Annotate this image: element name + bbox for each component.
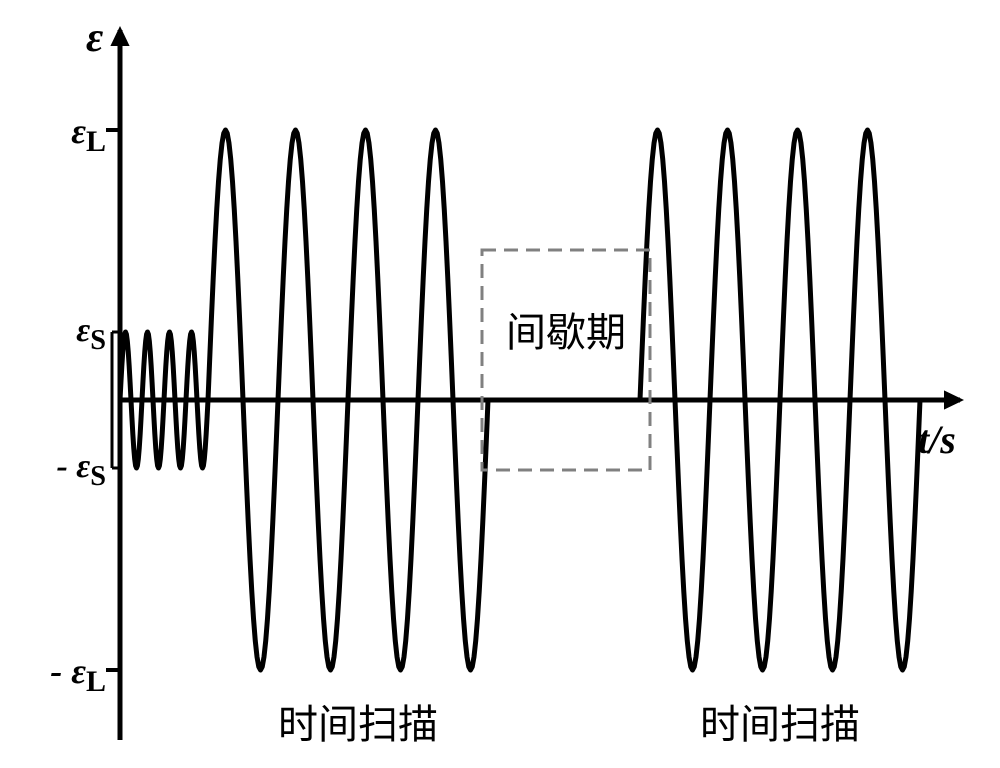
waveform-chart bbox=[0, 0, 1000, 768]
ytick-eps-L-pos: εL bbox=[71, 110, 106, 159]
y-axis-label: ε bbox=[86, 14, 103, 62]
x-axis-label: t/s bbox=[918, 416, 956, 463]
ytick-eps-S-pos: εS bbox=[76, 312, 106, 357]
intermission-label: 间歇期 bbox=[500, 300, 632, 358]
figure-container: ε t/s εL εS - εS - εL 间歇期 时间扫描 时间扫描 bbox=[0, 0, 1000, 768]
bottom-label-left: 时间扫描 bbox=[258, 692, 458, 750]
bottom-label-right: 时间扫描 bbox=[680, 692, 880, 750]
ytick-eps-S-neg: - εS bbox=[56, 448, 106, 493]
ytick-eps-L-neg: - εL bbox=[50, 650, 106, 699]
